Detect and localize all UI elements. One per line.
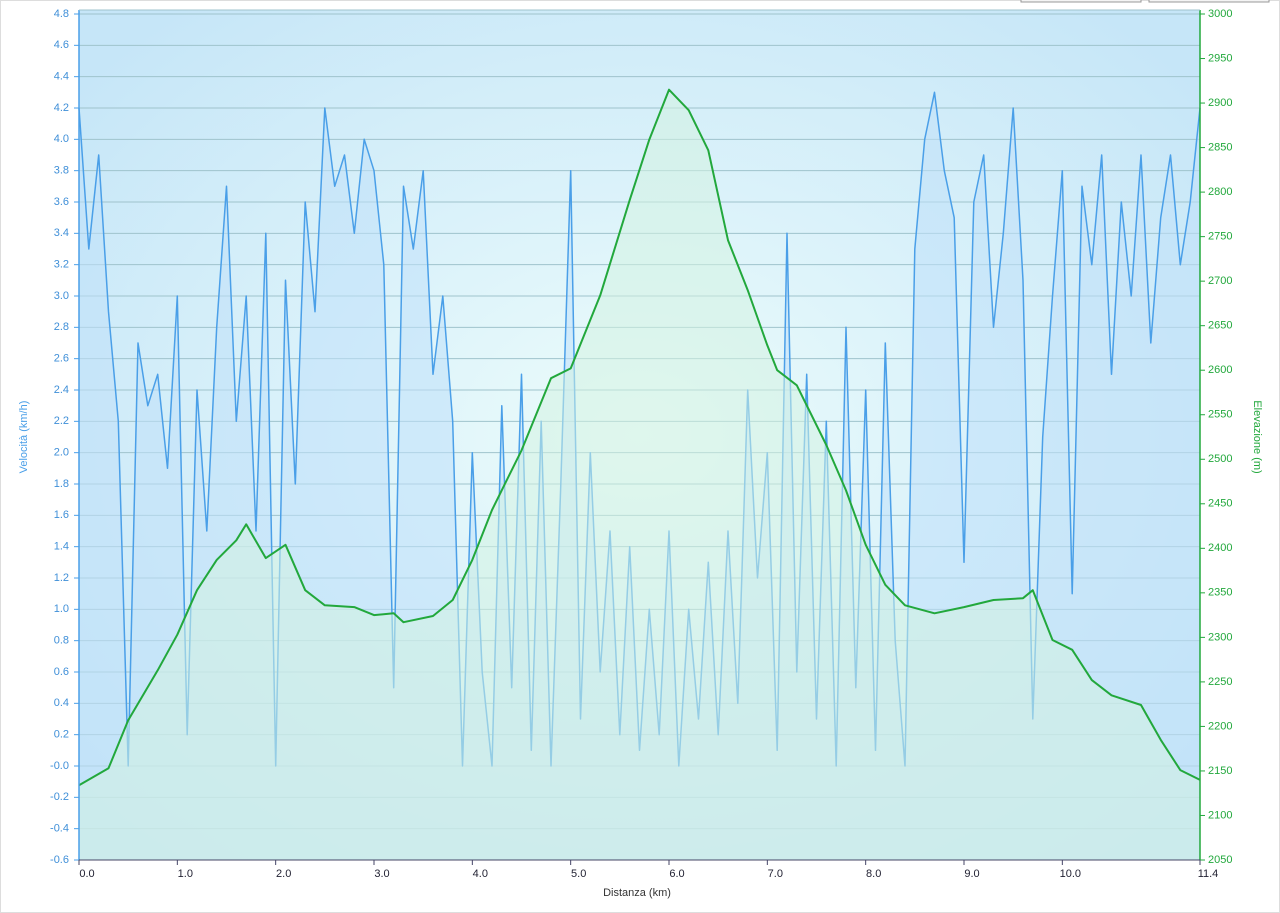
y2-tick-label: 2150 bbox=[1208, 765, 1232, 777]
y2-tick-label: 2400 bbox=[1208, 542, 1232, 554]
y-tick-label: 1.0 bbox=[54, 603, 69, 615]
y2-tick-label: 2800 bbox=[1208, 186, 1232, 198]
y-tick-label: 4.8 bbox=[54, 8, 69, 20]
x-tick-label: 3.0 bbox=[374, 868, 389, 880]
y-tick-label: 4.6 bbox=[54, 39, 69, 51]
y-tick-label: 3.8 bbox=[54, 165, 69, 177]
y2-tick-label: 3000 bbox=[1208, 8, 1232, 20]
y-tick-label: 1.4 bbox=[54, 541, 69, 553]
series-line bbox=[78, 88, 1201, 787]
y-tick-label: 3.2 bbox=[54, 259, 69, 271]
y-tick-label: 1.8 bbox=[54, 478, 69, 490]
x-tick-label: 2.0 bbox=[276, 868, 291, 880]
button[interactable] bbox=[1020, 0, 1142, 3]
x-tick-label: 11.4 bbox=[1198, 868, 1219, 880]
y2-tick-label: 2300 bbox=[1208, 631, 1232, 643]
x-tick-label: 4.0 bbox=[473, 868, 488, 880]
y-tick-label: 0.6 bbox=[54, 666, 69, 678]
y-tick-label: 1.2 bbox=[54, 572, 69, 584]
y2-tick-label: 2850 bbox=[1208, 141, 1232, 153]
y-tick-label: 1.6 bbox=[54, 509, 69, 521]
x-tick-label: 8.0 bbox=[866, 868, 881, 880]
x-axis-title: Distanza (km) bbox=[603, 887, 671, 899]
x-tick-label: 9.0 bbox=[964, 868, 979, 880]
x-tick-label: 6.0 bbox=[669, 868, 684, 880]
button[interactable] bbox=[1148, 0, 1270, 3]
y-tick-label: 2.4 bbox=[54, 384, 69, 396]
x-tick-label: 7.0 bbox=[768, 868, 783, 880]
y-tick-label: 3.4 bbox=[54, 227, 69, 239]
plot-layer: -0.6 -0.4 -0.2 -0.0 0.2 0.4 0.6 0.8 1.0 1.2 1.4 1.6… bbox=[50, 8, 1232, 880]
y-tick-label: 0.2 bbox=[54, 729, 69, 741]
x-tick-label: 10.0 bbox=[1060, 868, 1081, 880]
x-tick-label: 5.0 bbox=[571, 868, 586, 880]
y2-tick-label: 2200 bbox=[1208, 720, 1232, 732]
y-tick-label: 2.8 bbox=[54, 321, 69, 333]
y2-tick-label: 2350 bbox=[1208, 587, 1232, 599]
y-tick-label: 2.2 bbox=[54, 415, 69, 427]
y2-tick-label: 2650 bbox=[1208, 320, 1232, 332]
y-tick-label: 4.2 bbox=[54, 102, 69, 114]
y-tick-label: 2.6 bbox=[54, 353, 69, 365]
y-tick-label: 0.8 bbox=[54, 635, 69, 647]
y-tick-label: -0.4 bbox=[50, 823, 69, 835]
x-tick-label: 0.0 bbox=[79, 868, 94, 880]
y2-tick-label: 2100 bbox=[1208, 809, 1232, 821]
y-tick-label: -0.6 bbox=[50, 854, 69, 866]
y-tick-label: -0.2 bbox=[50, 791, 69, 803]
y2-tick-label: 2250 bbox=[1208, 676, 1232, 688]
y2-tick-label: 2050 bbox=[1208, 854, 1232, 866]
y2-tick-label: 2600 bbox=[1208, 364, 1232, 376]
y-tick-label: 3.6 bbox=[54, 196, 69, 208]
area-fill bbox=[79, 89, 1200, 860]
y-tick-label: 3.0 bbox=[54, 290, 69, 302]
y2-tick-label: 2700 bbox=[1208, 275, 1232, 287]
y2-tick-label: 2750 bbox=[1208, 231, 1232, 243]
y2-axis-title: Elevazione (m) bbox=[1251, 400, 1263, 473]
x-tick-label: 1.0 bbox=[178, 868, 193, 880]
y-tick-label: 4.0 bbox=[54, 133, 69, 145]
y2-tick-label: 2450 bbox=[1208, 498, 1232, 510]
y-tick-label: 0.4 bbox=[54, 697, 69, 709]
y2-tick-label: 2500 bbox=[1208, 453, 1232, 465]
y-tick-label: 4.4 bbox=[54, 71, 69, 83]
y-tick-label: 2.0 bbox=[54, 447, 69, 459]
y-axis-title: Velocità (km/h) bbox=[18, 401, 30, 474]
y-tick-label: -0.0 bbox=[50, 760, 69, 772]
y2-tick-label: 2550 bbox=[1208, 409, 1232, 421]
y2-tick-label: 2900 bbox=[1208, 97, 1232, 109]
y2-tick-label: 2950 bbox=[1208, 52, 1232, 64]
